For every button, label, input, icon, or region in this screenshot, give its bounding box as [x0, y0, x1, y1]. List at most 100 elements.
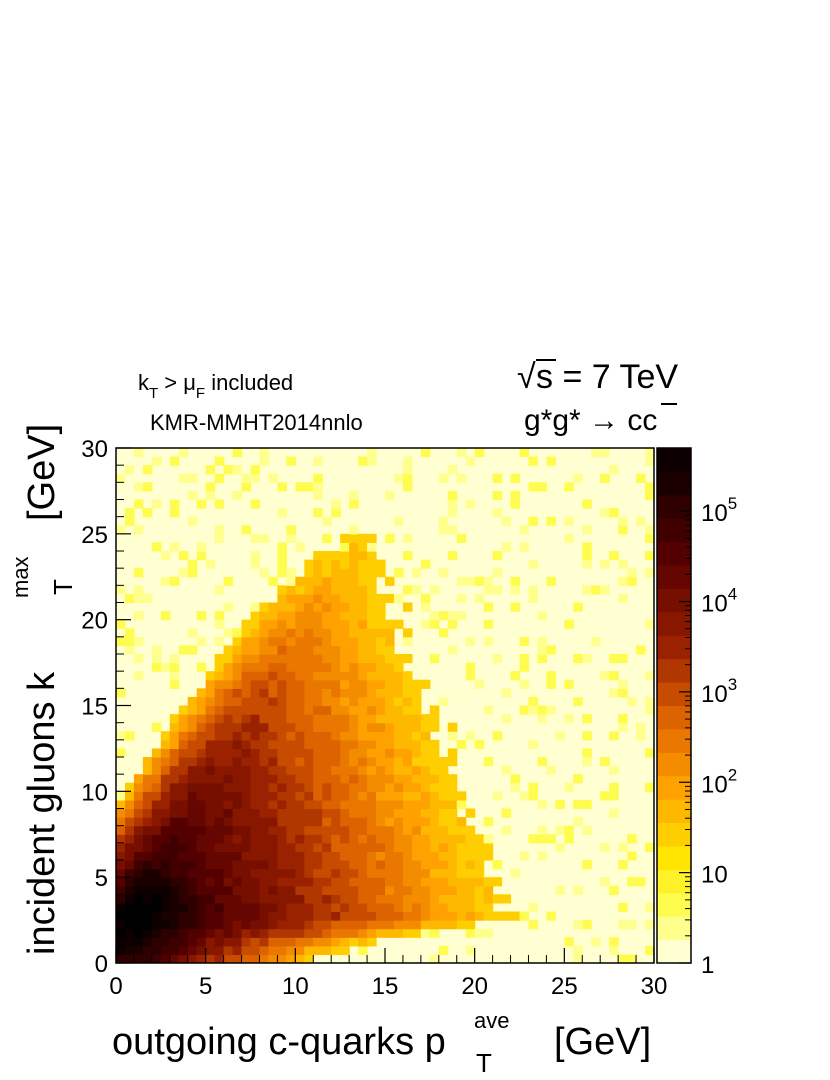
- heatmap-cell: [340, 911, 350, 921]
- heatmap-cell: [286, 928, 296, 938]
- heatmap-cell: [295, 542, 305, 552]
- heatmap-cell: [393, 928, 404, 938]
- heatmap-cell: [223, 585, 234, 595]
- heatmap-cell: [313, 757, 323, 767]
- heatmap-cell: [313, 559, 323, 569]
- heatmap-cell: [178, 911, 189, 921]
- heatmap-cell: [205, 817, 216, 827]
- heatmap-cell: [537, 825, 547, 835]
- heatmap-cell: [627, 568, 637, 578]
- heatmap-cell: [187, 817, 198, 827]
- heatmap-cell: [376, 731, 386, 741]
- heatmap-cell: [295, 602, 305, 612]
- heatmap-cell: [178, 645, 189, 655]
- heatmap-cell: [349, 619, 359, 629]
- heatmap-cell: [402, 473, 413, 483]
- heatmap-cell: [340, 533, 350, 544]
- heatmap-cell: [277, 825, 287, 835]
- heatmap-cell: [205, 868, 216, 878]
- heatmap-cell: [250, 611, 261, 621]
- heatmap-cell: [169, 894, 180, 904]
- heatmap-cell: [178, 722, 189, 732]
- heatmap-cell: [205, 722, 216, 732]
- heatmap-cell: [187, 834, 198, 844]
- heatmap-cell: [358, 568, 368, 578]
- heatmap-cell: [447, 508, 458, 518]
- heatmap-cell: [160, 834, 171, 844]
- heatmap-cell: [133, 619, 144, 629]
- heatmap-cell: [232, 490, 243, 501]
- heatmap-cell: [474, 842, 485, 853]
- heatmap-cell: [133, 568, 144, 578]
- heatmap-cell: [142, 885, 153, 895]
- heatmap-cell: [277, 791, 287, 801]
- heatmap-cell: [187, 774, 198, 784]
- heatmap-cell: [250, 954, 261, 963]
- heatmap-cell: [205, 860, 216, 870]
- heatmap-cell: [367, 739, 377, 750]
- heatmap-cell: [133, 654, 144, 664]
- heatmap-cell: [187, 868, 198, 878]
- heatmap-cell: [313, 654, 323, 664]
- heatmap-cell: [268, 902, 278, 913]
- heatmap-cell: [322, 619, 332, 629]
- heatmap-cell: [331, 508, 341, 518]
- heatmap-cell: [250, 868, 261, 878]
- heatmap-cell: [277, 508, 287, 518]
- heatmap-cell: [205, 490, 216, 501]
- heatmap-cell: [124, 851, 135, 861]
- heatmap-cell: [250, 671, 261, 681]
- heatmap-cell: [385, 774, 395, 784]
- heatmap-cell: [393, 748, 404, 758]
- heatmap-cell: [124, 937, 135, 947]
- heatmap-cell: [116, 619, 126, 629]
- heatmap-cell: [492, 490, 503, 501]
- heatmap-cell: [519, 851, 530, 861]
- heatmap-cell: [196, 860, 207, 870]
- heatmap-cell: [322, 791, 332, 801]
- heatmap-cell: [367, 679, 377, 689]
- heatmap-cell: [474, 877, 485, 887]
- heatmap-cell: [124, 868, 135, 878]
- heatmap-cell: [367, 928, 377, 938]
- heatmap-cell: [609, 671, 619, 681]
- heatmap-cell: [142, 945, 153, 956]
- heatmap-cell: [546, 576, 556, 586]
- heatmap-cell: [178, 808, 189, 818]
- heatmap-cell: [178, 860, 189, 870]
- heatmap-cell: [456, 799, 467, 810]
- heatmap-cell: [232, 954, 243, 963]
- heatmap-cell: [385, 920, 395, 930]
- heatmap-cell: [492, 894, 503, 904]
- colorbar-band: [657, 448, 691, 461]
- heatmap-cell: [645, 696, 654, 707]
- heatmap-cell: [214, 885, 225, 895]
- heatmap-cell: [259, 902, 270, 913]
- heatmap-cell: [313, 456, 323, 466]
- heatmap-cell: [196, 920, 207, 930]
- heatmap-cell: [358, 765, 368, 775]
- heatmap-cell: [259, 851, 270, 861]
- heatmap-cell: [349, 499, 359, 509]
- heatmap-cell: [250, 619, 261, 629]
- heatmap-cell: [582, 542, 592, 552]
- heatmap-cell: [367, 636, 377, 647]
- heatmap-cell: [591, 636, 601, 647]
- heatmap-cell: [555, 799, 565, 810]
- heatmap-cell: [313, 490, 323, 501]
- heatmap-cell: [429, 894, 440, 904]
- heatmap-cell: [116, 902, 126, 913]
- heatmap-cell: [376, 765, 386, 775]
- heatmap-cell: [573, 945, 583, 956]
- heatmap-cell: [358, 688, 368, 698]
- heatmap-cell: [376, 679, 386, 689]
- heatmap-cell: [205, 688, 216, 698]
- heatmap-cell: [438, 877, 449, 887]
- heatmap-cell: [618, 516, 628, 526]
- heatmap-cell: [618, 842, 628, 853]
- heatmap-cell: [268, 688, 278, 698]
- heatmap-cell: [474, 894, 485, 904]
- heatmap-cell: [223, 842, 234, 853]
- heatmap-cell: [295, 482, 305, 492]
- heatmap-cell: [376, 799, 386, 810]
